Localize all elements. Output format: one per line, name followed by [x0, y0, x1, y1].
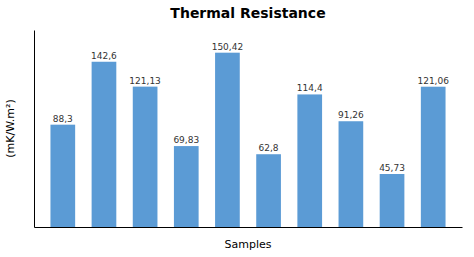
bar — [133, 87, 158, 227]
y-axis-title: (mK/W.m²) — [4, 99, 17, 157]
bar — [256, 154, 281, 227]
bar — [92, 62, 117, 227]
data-label: 91,26 — [338, 110, 364, 120]
data-label: 69,83 — [173, 135, 199, 145]
data-label: 150,42 — [212, 42, 244, 52]
bars — [50, 53, 445, 227]
plot: 88,3 142,6 121,13 69,83 150,42 62,8 114,4 91,26… — [35, 31, 463, 228]
bar — [215, 53, 240, 227]
title: Thermal Resistance — [170, 5, 325, 21]
data-label: 114,4 — [297, 83, 323, 93]
data-label: 121,13 — [129, 76, 161, 86]
y-axis — [34, 31, 35, 228]
bar — [421, 87, 446, 227]
data-labels: 88,3 142,6 121,13 69,83 150,42 62,8 114,4 91,26… — [53, 42, 449, 173]
bar — [50, 125, 75, 227]
x-axis-title: Samples — [225, 238, 272, 251]
bar — [174, 146, 199, 227]
data-label: 62,8 — [259, 143, 279, 153]
data-label: 121,06 — [417, 76, 449, 86]
bar — [297, 94, 322, 227]
y-axis-line — [34, 31, 35, 228]
x-axis-line — [35, 227, 463, 228]
x-axis — [35, 227, 463, 229]
chart: 88,3 142,6 121,13 69,83 150,42 62,8 114,4 91,26… — [0, 0, 474, 257]
bar — [339, 121, 364, 227]
data-label: 142,6 — [91, 51, 117, 61]
bar — [380, 174, 405, 227]
data-label: 88,3 — [53, 114, 73, 124]
data-label: 45,73 — [379, 163, 405, 173]
